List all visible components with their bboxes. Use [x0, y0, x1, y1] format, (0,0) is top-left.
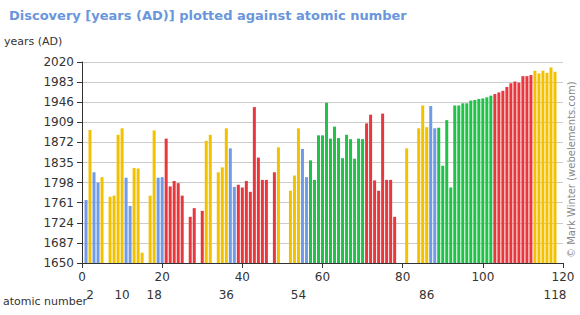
svg-text:1650: 1650: [43, 256, 74, 270]
svg-text:1687: 1687: [43, 236, 74, 250]
svg-text:10: 10: [114, 288, 129, 302]
svg-text:20: 20: [155, 270, 170, 284]
svg-text:1798: 1798: [43, 176, 74, 190]
svg-text:1983: 1983: [43, 75, 74, 89]
svg-text:86: 86: [419, 288, 434, 302]
svg-text:36: 36: [219, 288, 234, 302]
svg-text:54: 54: [291, 288, 306, 302]
svg-text:© Mark Winter (webelements.com: © Mark Winter (webelements.com): [566, 81, 577, 258]
svg-text:0: 0: [78, 270, 86, 284]
svg-text:40: 40: [235, 270, 250, 284]
svg-text:80: 80: [395, 270, 410, 284]
svg-text:1946: 1946: [43, 95, 74, 109]
svg-text:2020: 2020: [43, 55, 74, 69]
svg-text:100: 100: [471, 270, 494, 284]
svg-text:120: 120: [552, 270, 575, 284]
svg-text:atomic number: atomic number: [3, 295, 88, 308]
svg-text:1761: 1761: [43, 196, 74, 210]
svg-text:1835: 1835: [43, 156, 74, 170]
svg-text:years (AD): years (AD): [4, 35, 62, 48]
svg-text:1872: 1872: [43, 135, 74, 149]
svg-text:60: 60: [315, 270, 330, 284]
svg-text:2: 2: [86, 288, 94, 302]
svg-text:Discovery [years (AD)] plotted: Discovery [years (AD)] plotted against a…: [9, 8, 407, 23]
svg-text:118: 118: [544, 288, 567, 302]
svg-text:18: 18: [147, 288, 162, 302]
svg-text:1724: 1724: [43, 216, 74, 230]
svg-text:1909: 1909: [43, 115, 74, 129]
